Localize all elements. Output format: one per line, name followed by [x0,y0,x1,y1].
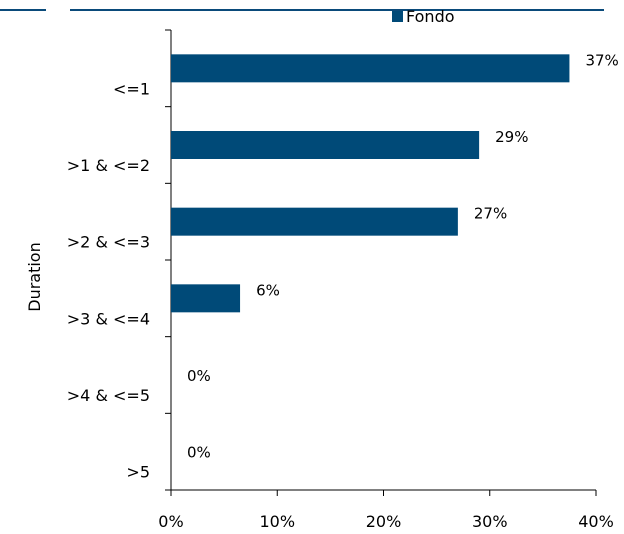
x-tick-label: 40% [578,512,614,531]
data-label: 6% [256,281,280,299]
bar [171,207,458,236]
data-label: 37% [585,51,618,69]
plot-area: 0% 10% 20% 30% 40% <=1 37% >1 & <=2 29% >2 & <=3 2… [67,29,619,531]
x-tick-label: 0% [158,512,183,531]
category-label: >1 & <=2 [67,156,150,175]
legend-swatch [392,11,403,22]
x-tick-label: 10% [259,512,295,531]
bar [171,131,480,159]
x-tick-label: 30% [472,512,508,531]
legend-label-fondo: Fondo [406,7,455,26]
category-label: <=1 [113,79,150,98]
data-label: 0% [187,444,211,462]
category-label: >3 & <=4 [67,309,150,328]
data-label: 27% [474,205,507,223]
bar [171,54,570,83]
x-tick-label: 20% [366,512,402,531]
data-label: 29% [495,128,528,146]
legend: Fondo [392,7,455,26]
category-label: >4 & <=5 [67,386,150,405]
category-label: >2 & <=3 [67,233,150,252]
bar [171,284,241,313]
y-axis-title: Duration [25,242,44,312]
category-label: >5 [126,463,150,482]
data-label: 0% [187,367,211,385]
